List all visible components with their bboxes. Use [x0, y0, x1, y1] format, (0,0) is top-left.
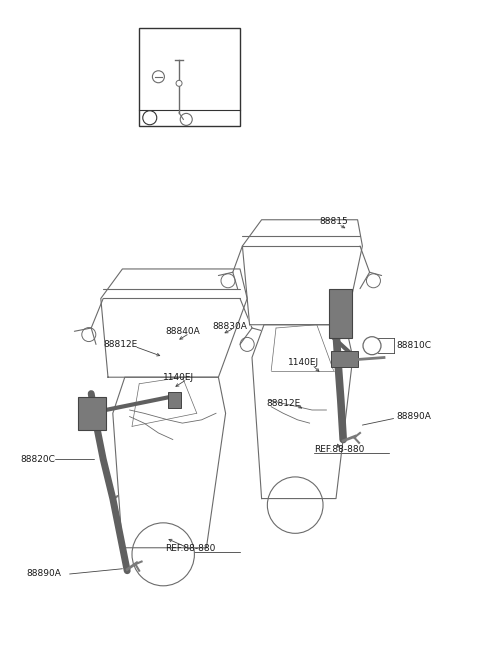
Text: 1140EJ: 1140EJ	[163, 373, 194, 382]
Polygon shape	[252, 325, 353, 499]
Text: 88890A: 88890A	[396, 412, 431, 421]
Ellipse shape	[267, 477, 323, 533]
Text: 88840A: 88840A	[166, 327, 200, 336]
Circle shape	[176, 80, 182, 87]
Circle shape	[363, 337, 381, 355]
Text: a: a	[147, 113, 152, 122]
Text: REF.88-880: REF.88-880	[314, 445, 365, 454]
FancyBboxPatch shape	[139, 28, 240, 126]
Text: 88812E: 88812E	[266, 399, 300, 408]
Polygon shape	[101, 269, 247, 377]
Polygon shape	[113, 377, 226, 548]
FancyBboxPatch shape	[168, 392, 181, 408]
Ellipse shape	[132, 523, 194, 586]
Text: 1140EJ: 1140EJ	[288, 358, 319, 367]
Text: 88810C: 88810C	[396, 341, 431, 350]
Text: 88830A: 88830A	[212, 321, 247, 331]
Text: 88877: 88877	[186, 60, 213, 70]
Text: 88812E: 88812E	[103, 340, 137, 349]
FancyBboxPatch shape	[329, 289, 352, 338]
Text: 88815: 88815	[319, 217, 348, 226]
Polygon shape	[242, 220, 362, 325]
FancyBboxPatch shape	[78, 397, 106, 430]
Circle shape	[143, 111, 157, 125]
FancyBboxPatch shape	[331, 351, 358, 367]
Text: 88820C: 88820C	[20, 455, 55, 464]
Text: a: a	[369, 341, 375, 350]
Text: 88890A: 88890A	[26, 569, 61, 579]
Text: REF.88-880: REF.88-880	[166, 544, 216, 553]
Text: 88878: 88878	[148, 93, 175, 102]
